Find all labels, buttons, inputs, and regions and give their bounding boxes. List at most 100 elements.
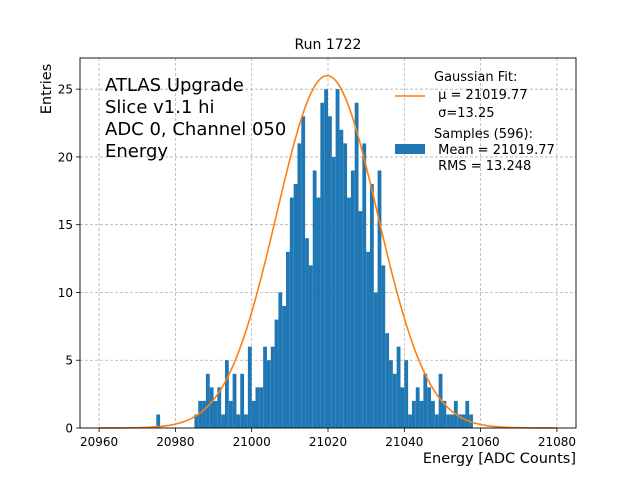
histogram-bar	[457, 414, 462, 428]
histogram-bar	[358, 211, 363, 428]
histogram-bar	[392, 373, 397, 428]
histogram-bar	[266, 360, 271, 428]
histogram-bar	[240, 373, 245, 428]
histogram-bar	[381, 265, 386, 428]
gaussian-fit-curve	[99, 74, 557, 429]
histogram-bar	[312, 170, 317, 428]
histogram-bar	[396, 346, 401, 428]
legend: Gaussian Fit: μ = 21019.77 σ=13.25 Sampl…	[395, 70, 555, 174]
histogram-bar	[389, 360, 393, 428]
y-axis-label: Entries	[39, 64, 55, 115]
histogram-bar	[438, 373, 443, 428]
histogram-bar	[408, 414, 412, 428]
histogram-bar	[335, 89, 340, 429]
legend-fit-line: σ=13.25	[434, 106, 494, 121]
histogram-bar	[431, 400, 435, 428]
histogram-bar	[278, 292, 283, 428]
histogram-bar	[247, 346, 252, 428]
histogram-bar	[286, 251, 290, 428]
histogram-bar	[198, 400, 203, 428]
histogram-bar	[301, 116, 306, 429]
histogram-bar	[419, 400, 424, 428]
histogram-bar	[255, 387, 260, 428]
histogram-bar	[461, 414, 466, 428]
histogram-bar	[236, 414, 241, 428]
y-tick-label: 5	[65, 354, 73, 368]
x-tick-label: 21000	[233, 435, 271, 449]
histogram-bar	[316, 197, 321, 428]
histogram-bar	[274, 319, 279, 428]
histogram-bar	[331, 156, 336, 428]
histogram-bar	[347, 197, 351, 428]
histogram-bar	[450, 414, 454, 428]
x-tick-label: 21020	[309, 435, 347, 449]
chart-title: Run 1722	[295, 37, 362, 53]
histogram-bar	[404, 360, 409, 428]
histogram-bar	[289, 197, 294, 428]
histogram-bars	[156, 89, 473, 429]
x-tick-label: 20980	[156, 435, 194, 449]
axis-ticks: 20960 20980 21000 21020 21040 21060 21080 0 5 10 1…	[58, 83, 576, 449]
histogram-bar	[373, 292, 378, 428]
histogram-bar	[339, 129, 344, 429]
histogram-bar	[324, 89, 328, 429]
histogram-bar	[415, 387, 420, 428]
histogram-bar	[282, 306, 287, 428]
y-tick-label: 25	[58, 83, 73, 97]
histogram-bar	[343, 143, 348, 428]
histogram-bar	[205, 373, 210, 428]
legend-samples-line: RMS = 13.248	[434, 159, 531, 174]
x-tick-label: 21080	[538, 435, 576, 449]
histogram-bar	[320, 102, 325, 428]
x-tick-label: 21040	[385, 435, 423, 449]
annotation-line: ADC 0, Channel 050	[105, 119, 286, 140]
histogram-bar	[259, 387, 264, 428]
y-tick-label: 20	[58, 150, 73, 164]
x-axis-label: Energy [ADC Counts]	[423, 451, 576, 467]
annotation-line: Slice v1.1 hi	[105, 97, 215, 118]
legend-fit-line: Gaussian Fit:	[434, 70, 517, 85]
x-tick-label: 20960	[80, 435, 118, 449]
annotation-block: ATLAS Upgrade Slice v1.1 hi ADC 0, Chann…	[105, 75, 286, 162]
histogram-bar	[244, 414, 248, 428]
histogram-bar	[369, 184, 374, 428]
histogram-bar	[263, 346, 267, 428]
histogram-bar	[377, 170, 382, 428]
histogram-bar	[213, 400, 218, 428]
y-tick-label: 10	[58, 286, 73, 300]
histogram-bar	[354, 102, 359, 428]
annotation-line: Energy	[105, 141, 168, 162]
histogram-bar	[270, 346, 275, 428]
histogram-bar	[156, 414, 161, 428]
legend-fit-line: μ = 21019.77	[434, 88, 528, 103]
histogram-bar	[228, 400, 233, 428]
histogram-bar	[446, 414, 451, 428]
gaussian-fit-line	[99, 74, 557, 429]
histogram-bar	[293, 184, 298, 428]
histogram-bar	[423, 373, 428, 428]
histogram-bar	[411, 400, 416, 428]
histogram-bar	[305, 238, 309, 428]
y-tick-label: 15	[58, 218, 73, 232]
histogram-bar	[465, 400, 470, 428]
histogram-bar	[366, 251, 370, 428]
histogram-bar	[209, 387, 214, 428]
histogram-bar	[328, 116, 332, 429]
legend-samples-swatch	[395, 144, 425, 154]
histogram-bar	[194, 414, 199, 428]
histogram-bar	[297, 143, 302, 428]
histogram-bar	[442, 400, 447, 428]
histogram-bar	[224, 360, 229, 428]
histogram-bar	[350, 170, 355, 428]
histogram-bar	[232, 373, 237, 428]
histogram-bar	[362, 143, 367, 428]
annotation-line: ATLAS Upgrade	[105, 75, 244, 96]
histogram-bar	[308, 265, 313, 428]
histogram-bar	[217, 387, 222, 428]
histogram-bar	[251, 400, 256, 428]
histogram-bar	[221, 414, 225, 428]
histogram-bar	[202, 400, 206, 428]
histogram-bar	[434, 414, 439, 428]
legend-samples-line: Samples (596):	[434, 127, 533, 142]
